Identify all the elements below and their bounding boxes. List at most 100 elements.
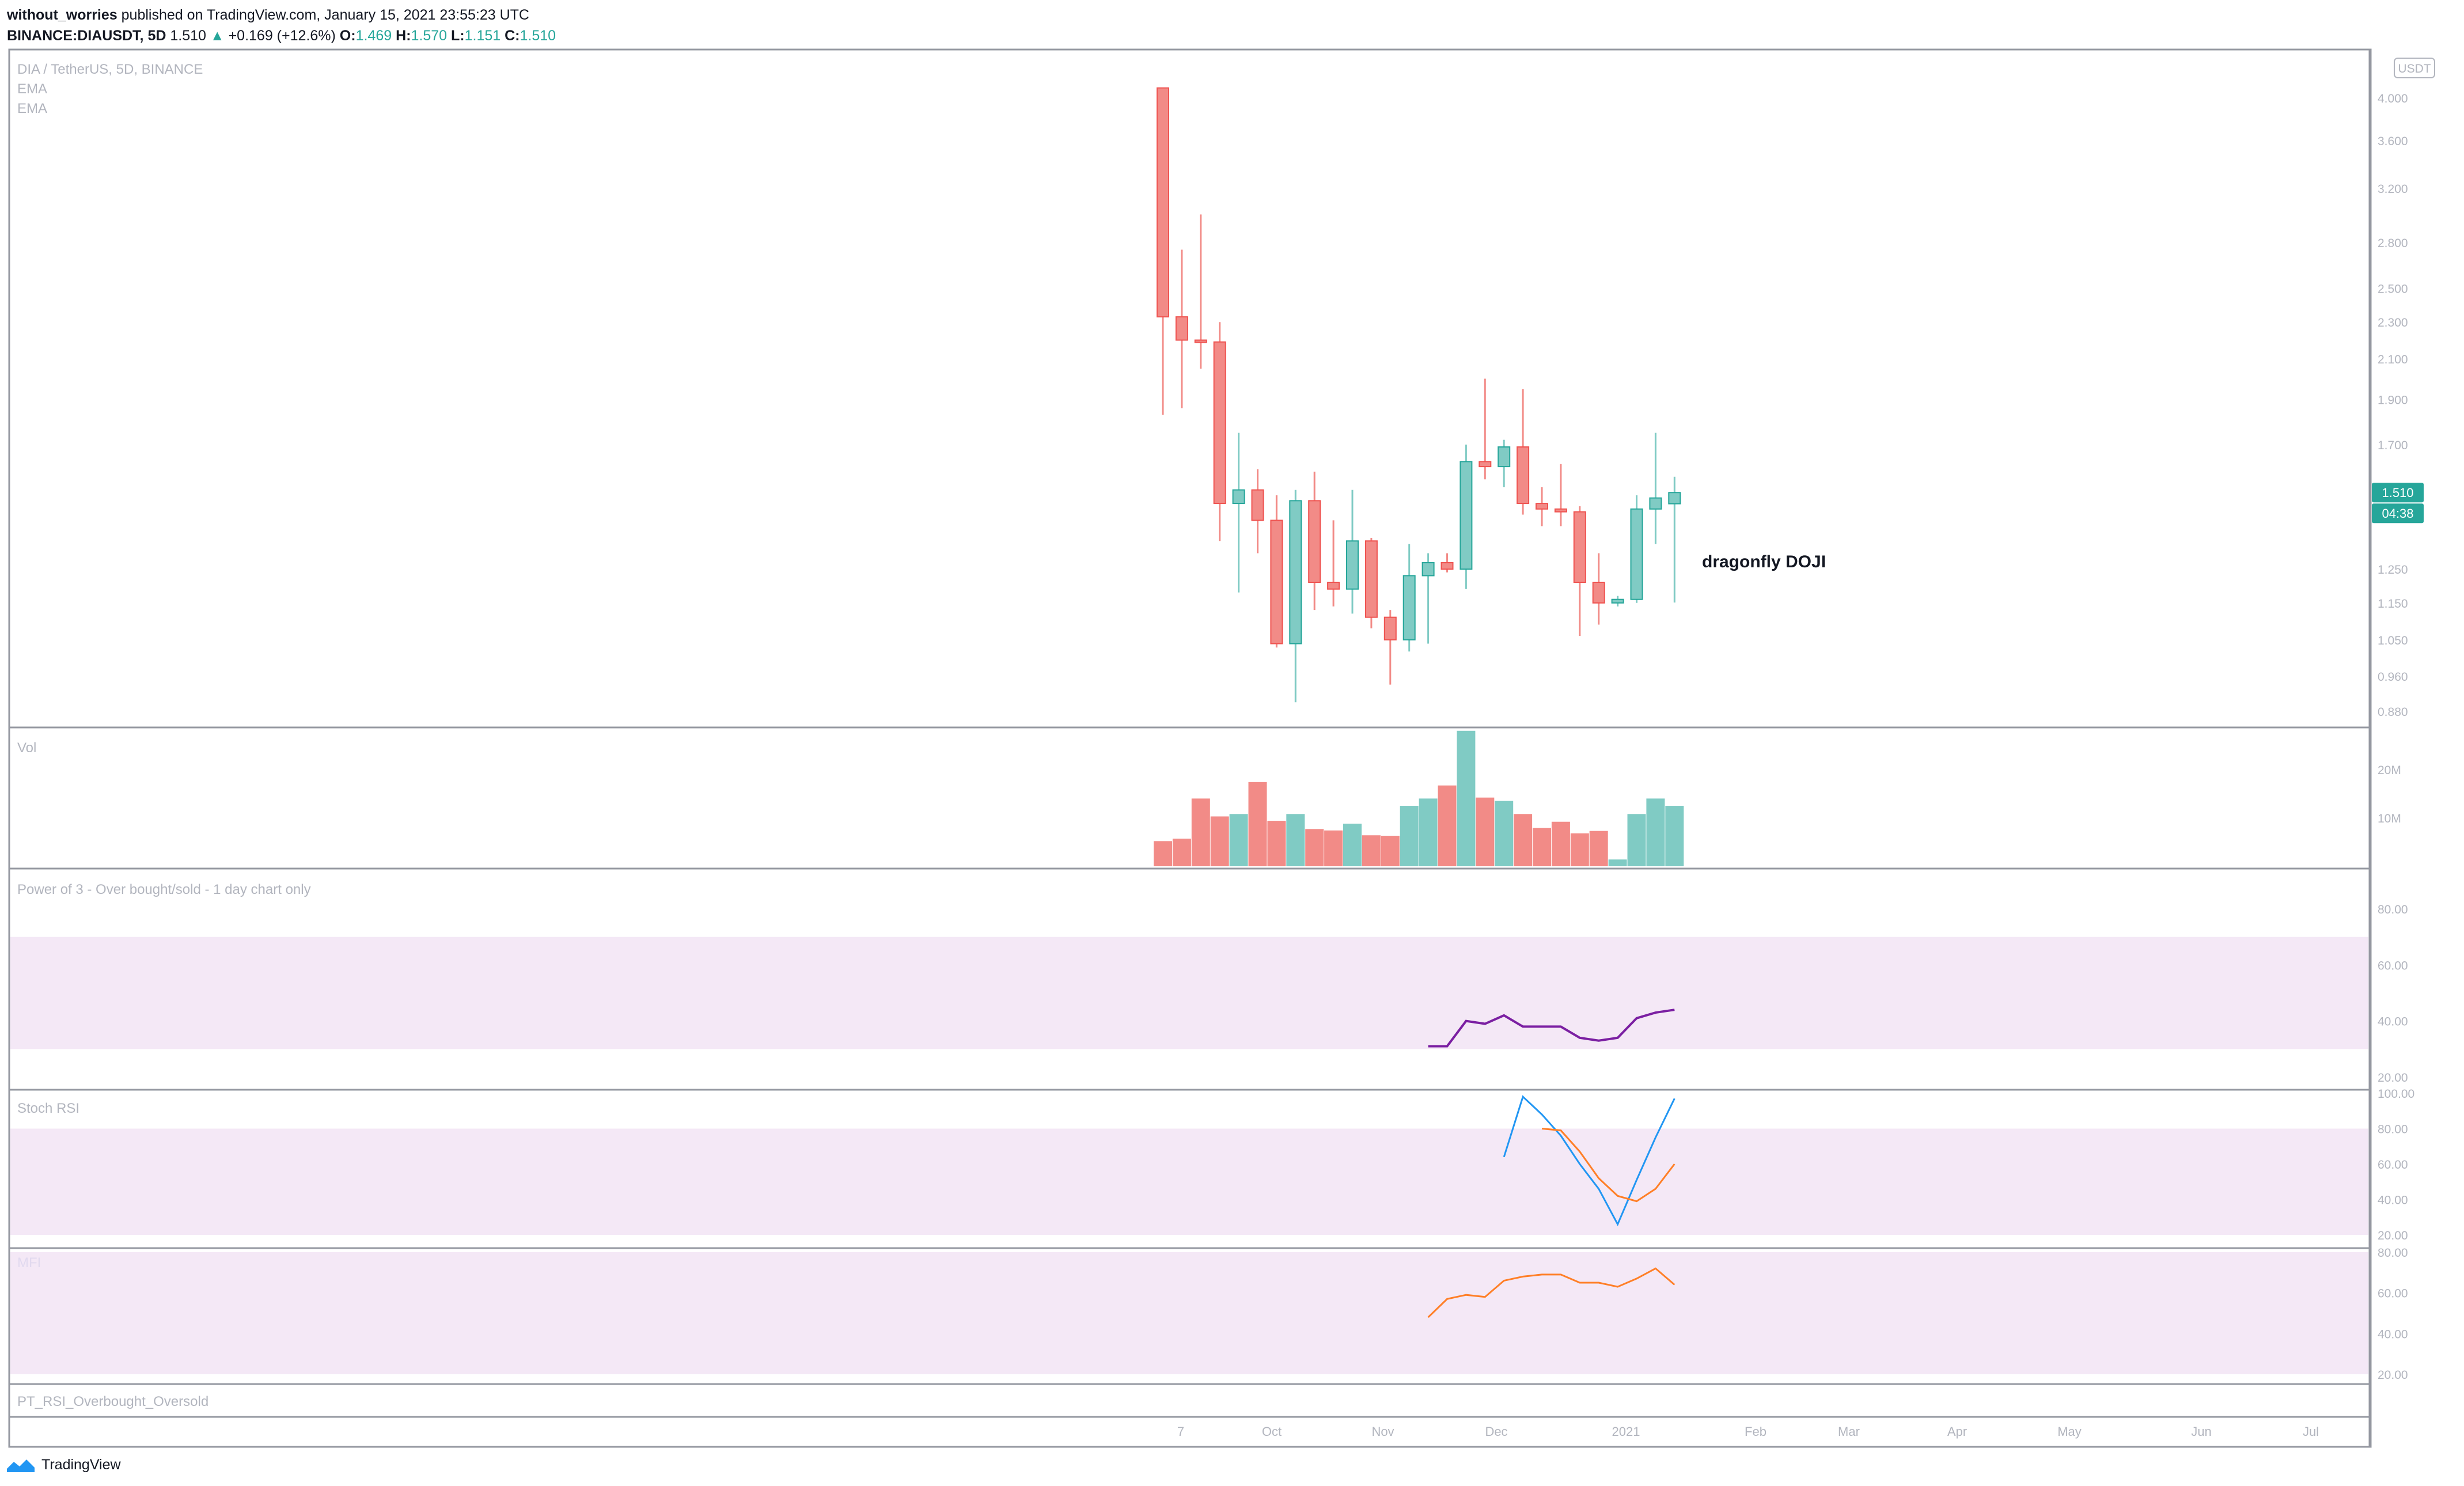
volume-bar — [1533, 828, 1551, 866]
power-of-3-line — [1428, 1009, 1675, 1048]
price-pane-title: DIA / TetherUS, 5D, BINANCE — [17, 62, 203, 77]
volume-bar — [1438, 785, 1457, 866]
candle-body — [1327, 582, 1340, 590]
volume-bar — [1286, 814, 1305, 866]
power-of-3-tick-label: 20.00 — [2378, 1071, 2408, 1085]
brand-name[interactable]: TradingView — [41, 1456, 121, 1473]
price-tick-label: 4.000 — [2378, 92, 2408, 105]
price-tick-label: 1.700 — [2378, 439, 2408, 452]
volume-bar — [1172, 839, 1191, 866]
stoch-rsi-tick-label: 40.00 — [2378, 1194, 2408, 1207]
high-value: 1.570 — [411, 28, 448, 44]
candle-body — [1213, 341, 1226, 505]
low-value: 1.151 — [464, 28, 501, 44]
price-tick-label: 0.960 — [2378, 670, 2408, 684]
candle-body — [1175, 316, 1188, 341]
high-label: H: — [396, 28, 411, 44]
mfi-band — [10, 1252, 2368, 1374]
stoch-rsi-tick-label: 20.00 — [2378, 1229, 2408, 1242]
author-name[interactable]: without_worries — [7, 7, 117, 23]
volume-bar — [1665, 806, 1684, 866]
volume-bar — [1191, 798, 1210, 866]
power-of-3-title: Power of 3 - Over bought/sold - 1 day ch… — [17, 882, 311, 897]
footer: TradingView — [6, 1456, 121, 1473]
volume-bar — [1343, 824, 1362, 866]
time-tick-label: Jun — [2191, 1424, 2211, 1439]
mfi-tick-label: 80.00 — [2378, 1246, 2408, 1260]
time-tick-label: Feb — [1745, 1424, 1767, 1439]
close-value: 1.510 — [520, 28, 556, 44]
power-of-3-band — [10, 937, 2368, 1049]
last-price: 1.510 — [170, 28, 206, 44]
volume-bar — [1154, 841, 1172, 866]
volume-bar — [1589, 831, 1608, 866]
mfi-tick-label: 40.00 — [2378, 1328, 2408, 1341]
volume-bar — [1495, 801, 1514, 866]
price-tick-label: 1.050 — [2378, 634, 2408, 647]
price-tick-label: 3.600 — [2378, 135, 2408, 148]
volume-bar — [1627, 814, 1646, 866]
volume-bar — [1514, 814, 1533, 866]
time-tick-label: 2021 — [1612, 1424, 1640, 1439]
volume-bar — [1362, 835, 1381, 866]
time-tick-label: May — [2057, 1424, 2082, 1439]
countdown-tag — [2372, 503, 2424, 524]
volume-bar — [1305, 829, 1324, 866]
low-label: L: — [450, 28, 465, 44]
candle-body — [1611, 598, 1624, 604]
volume-bar — [1381, 836, 1400, 866]
tradingview-logo-icon — [7, 1460, 35, 1472]
volume-pane-title: Vol — [17, 740, 36, 756]
candle-body — [1441, 562, 1454, 570]
time-tick-label: 7 — [1177, 1424, 1184, 1439]
volume-bar — [1551, 821, 1570, 866]
volume-bar — [1248, 782, 1267, 866]
close-label: C: — [505, 28, 520, 44]
price-tick-label: 3.200 — [2378, 183, 2408, 196]
volume-tick-label: 20M — [2378, 764, 2401, 777]
symbol-label[interactable]: BINANCE:DIAUSDT, 5D — [7, 28, 166, 44]
volume-bar — [1400, 806, 1419, 866]
volume-tick-label: 10M — [2378, 812, 2401, 825]
open-value: 1.469 — [355, 28, 392, 44]
candle-body — [1649, 497, 1662, 510]
candle-body — [1289, 500, 1302, 645]
volume-bar — [1324, 830, 1343, 866]
price-tick-label: 2.100 — [2378, 353, 2408, 366]
currency-label: USDT — [2398, 62, 2431, 75]
up-arrow-icon: ▲ — [210, 28, 225, 44]
price-tick-label: 2.500 — [2378, 283, 2408, 296]
candle-body — [1402, 575, 1416, 640]
candle-body — [1517, 446, 1530, 505]
candle-body — [1346, 540, 1359, 590]
price-tick-label: 1.150 — [2378, 597, 2408, 611]
pt-rsi-title: PT_RSI_Overbought_Oversold — [17, 1394, 209, 1409]
candle-body — [1498, 446, 1511, 468]
candle-body — [1421, 562, 1435, 577]
publish-info: published on TradingView.com, January 15… — [121, 7, 529, 23]
volume-bar — [1608, 859, 1627, 866]
stoch-rsi-band — [10, 1128, 2368, 1235]
ema-legend: EMA — [17, 101, 47, 116]
volume-bar — [1457, 730, 1476, 866]
candle-body — [1194, 339, 1207, 343]
stoch-rsi-tick-label: 60.00 — [2378, 1158, 2408, 1172]
candle-body — [1479, 461, 1492, 468]
countdown-label: 04:38 — [2382, 506, 2413, 521]
candle-body — [1630, 508, 1643, 600]
time-tick-label: Dec — [1485, 1424, 1507, 1439]
volume-bar — [1646, 798, 1665, 866]
volume-bar — [1570, 833, 1589, 866]
candle-body — [1460, 461, 1473, 570]
publish-line: without_worries published on TradingView… — [7, 5, 556, 25]
time-tick-label: Oct — [1262, 1424, 1282, 1439]
stoch-k-line — [1503, 1095, 1675, 1227]
mfi-tick-label: 20.00 — [2378, 1369, 2408, 1382]
stoch-rsi-tick-label: 100.00 — [2378, 1087, 2414, 1101]
volume-bar — [1267, 821, 1286, 866]
time-tick-label: Jul — [2303, 1424, 2319, 1439]
power-of-3-tick-label: 80.00 — [2378, 903, 2408, 916]
ema-legend: EMA — [17, 81, 47, 97]
price-change: +0.169 (+12.6%) — [228, 28, 336, 44]
